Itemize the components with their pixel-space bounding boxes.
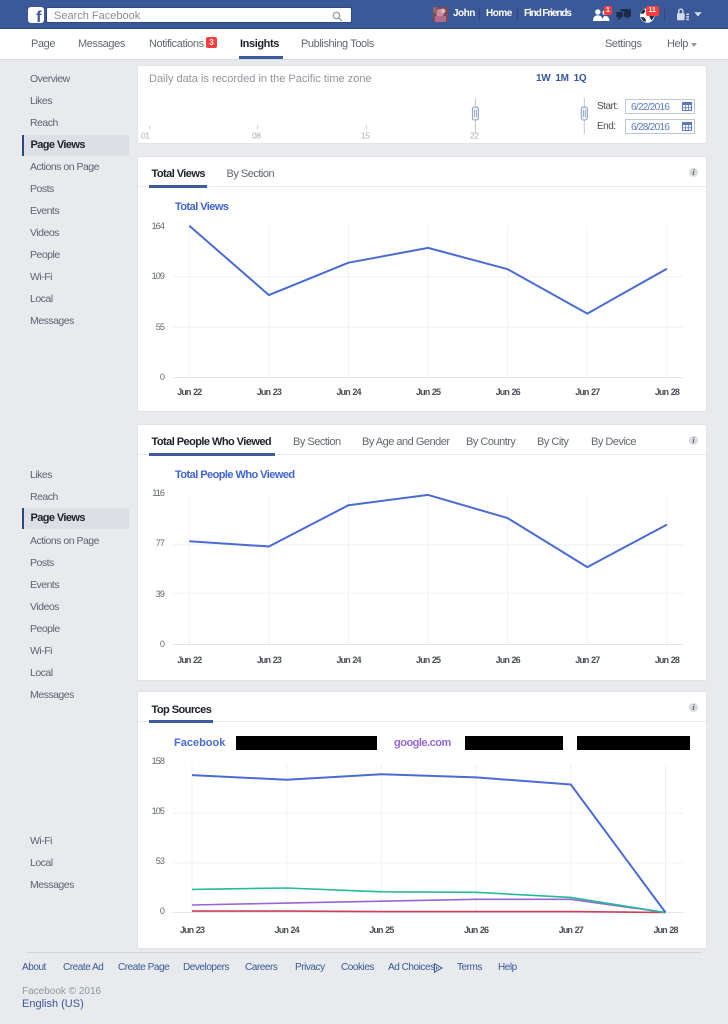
svg-text:01: 01: [141, 131, 150, 141]
svg-text:15: 15: [361, 131, 370, 141]
svg-text:22: 22: [470, 131, 479, 141]
svg-text:08: 08: [252, 131, 261, 141]
